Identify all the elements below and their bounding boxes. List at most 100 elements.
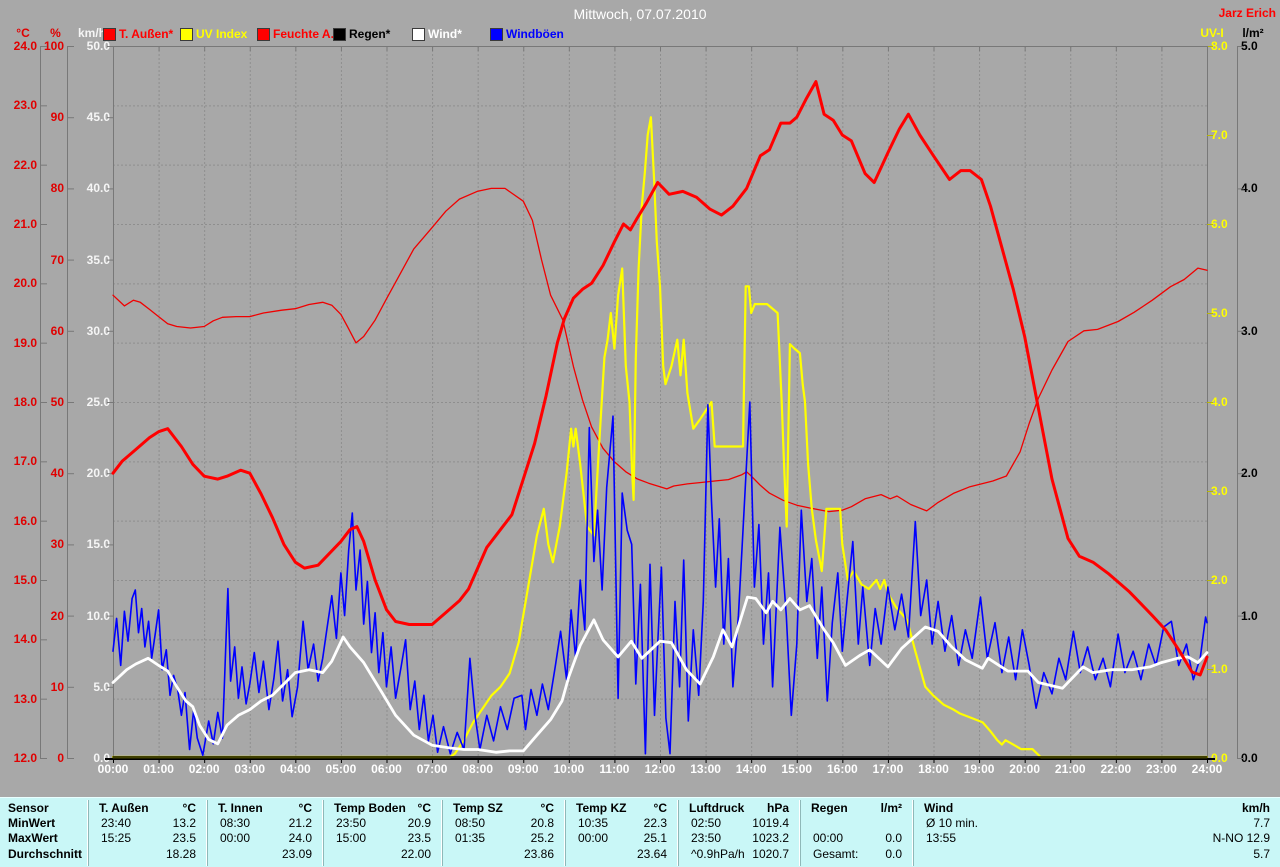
table-column-divider <box>206 800 207 866</box>
table-cell-time: 00:00 <box>813 831 844 845</box>
page-title: Mittwoch, 07.07.2010 <box>573 6 707 22</box>
humidity-axis-tick-label: 0 <box>57 751 64 765</box>
table-cell-value: 25.1 <box>643 831 667 845</box>
table-cell-value: 1019.4 <box>752 816 789 830</box>
series-windb-en <box>112 401 1208 757</box>
temp-axis-tick-label: 21.0 <box>13 217 37 231</box>
rain-axis-tick-label: 2.0 <box>1241 466 1258 481</box>
x-axis-label: 20:00 <box>1009 762 1040 776</box>
station-name: Jarz Erich <box>1218 6 1276 20</box>
temp-axis-tick-label: 22.0 <box>13 157 37 172</box>
legend-swatch-icon <box>257 28 270 41</box>
x-axis-label: 03:00 <box>234 762 266 776</box>
table-row-label: MinWert <box>8 816 56 830</box>
table-cell-value: 23.5 <box>407 831 431 845</box>
uv-axis-tick-label: 8.0 <box>1211 39 1228 53</box>
x-axis-label: 10:00 <box>553 762 585 776</box>
sensor-column-header: Temp KZ <box>576 801 627 815</box>
table-cell-time: 23:50 <box>336 816 367 830</box>
chart-canvas <box>40 46 1244 763</box>
table-cell-value: 7.7 <box>1253 816 1270 830</box>
table-column-divider <box>912 800 913 866</box>
table-cell-value: 23.5 <box>172 831 196 845</box>
humidity-axis-tick-label: 50 <box>50 395 64 409</box>
table-cell-value: 1020.7 <box>752 847 789 861</box>
rain-axis-tick-label: 3.0 <box>1241 323 1258 338</box>
humidity-axis-tick-label: 30 <box>50 537 64 552</box>
legend-item-uv-index[interactable]: UV Index <box>180 27 290 41</box>
legend-swatch-icon <box>103 28 116 41</box>
table-cell-time: 13:55 <box>926 831 957 845</box>
humidity-axis-tick-label: 40 <box>50 466 64 481</box>
sensor-column-unit: °C <box>417 801 431 815</box>
x-axis-label: 11:00 <box>599 762 630 776</box>
table-cell-value: 0.0 <box>885 847 902 861</box>
legend-item-wind[interactable]: Wind* <box>412 27 522 41</box>
sensor-column-unit: °C <box>182 801 196 815</box>
table-row-label: Sensor <box>8 801 49 815</box>
table-cell-time: 00:00 <box>578 831 609 845</box>
x-axis-label: 19:00 <box>963 762 995 776</box>
legend-item-regen[interactable]: Regen* <box>333 27 443 41</box>
table-cell-time: 10:35 <box>578 816 609 830</box>
table-cell-time: Ø 10 min. <box>926 816 979 830</box>
uv-axis-tick-label: 5.0 <box>1211 306 1228 320</box>
temp-axis-tick-label: 14.0 <box>13 632 37 647</box>
humidity-axis-tick-label: 70 <box>50 252 64 267</box>
rain-axis-tick-label: 5.0 <box>1241 39 1258 53</box>
humidity-axis-tick-label: 20 <box>50 608 64 623</box>
temp-axis-tick-label: 18.0 <box>13 395 37 409</box>
uv-axis-tick-label: 7.0 <box>1211 128 1228 142</box>
unit-label-humidity: % <box>50 26 61 40</box>
temp-axis-tick-label: 15.0 <box>13 573 37 587</box>
legend-item-label: Windböen <box>506 27 564 41</box>
wind-axis-tick-label: 35.0 <box>86 252 110 267</box>
temp-axis-tick-label: 19.0 <box>13 335 37 350</box>
unit-label-rain: l/m² <box>1242 26 1264 40</box>
series-feuchte-a <box>112 187 1208 513</box>
legend-item-windb-en[interactable]: Windböen <box>490 27 600 41</box>
sensor-column-unit: l/m² <box>880 801 902 815</box>
table-cell-value: 24.0 <box>288 831 312 845</box>
rain-axis-tick-label: 1.0 <box>1241 608 1258 623</box>
x-axis-label: 21:00 <box>1054 762 1086 776</box>
uv-axis-tick-label: 4.0 <box>1211 395 1228 409</box>
legend-item-feuchte-a[interactable]: Feuchte A.* <box>257 27 367 41</box>
uv-axis-tick-label: 2.0 <box>1211 573 1228 587</box>
table-cell-value: 23.64 <box>636 847 667 861</box>
x-axis-label: 08:00 <box>462 762 493 776</box>
x-axis-label: 01:00 <box>143 762 174 776</box>
legend-item-t-au-en[interactable]: T. Außen* <box>103 27 213 41</box>
table-cell-value: 5.7 <box>1253 847 1270 861</box>
temp-axis-tick-label: 23.0 <box>13 98 37 113</box>
humidity-axis-tick-label: 10 <box>50 679 64 694</box>
temp-axis-tick-label: 24.0 <box>13 39 37 53</box>
wind-axis-tick-label: 45.0 <box>86 110 110 125</box>
unit-label-temp: °C <box>16 26 30 40</box>
table-cell-time: 23:50 <box>691 831 722 845</box>
x-axis-label: 04:00 <box>279 762 311 776</box>
uv-axis-tick-label: 0.0 <box>1211 751 1228 765</box>
summary-table: Sensor MinWert MaxWert Durchschnitt T. Außen… <box>0 797 1280 867</box>
table-column-divider <box>322 800 323 866</box>
x-axis-label: 18:00 <box>918 762 949 776</box>
temp-axis-tick-label: 13.0 <box>13 691 37 706</box>
sensor-column-unit: hPa <box>766 801 789 815</box>
table-cell-value: 23.86 <box>523 847 554 861</box>
x-axis-label: 24:00 <box>1191 762 1223 776</box>
table-cell-value: 1023.2 <box>752 831 789 845</box>
rain-axis-tick-label: 0.0 <box>1241 751 1258 765</box>
sensor-column-header: T. Außen <box>99 801 149 815</box>
x-axis-label: 07:00 <box>416 762 448 776</box>
legend-swatch-icon <box>412 28 425 41</box>
table-cell-value: 22.3 <box>643 816 667 830</box>
temp-axis-tick-label: 16.0 <box>13 513 37 528</box>
table-cell-value: 23.09 <box>281 847 312 861</box>
table-column-divider <box>441 800 442 866</box>
series-wind <box>111 595 1209 754</box>
table-cell-time: ^0.9hPa/h <box>691 847 745 861</box>
rain-axis-tick-label: 4.0 <box>1241 181 1258 196</box>
x-axis-label: 09:00 <box>507 762 539 776</box>
wind-axis-tick-label: 50.0 <box>86 39 110 53</box>
